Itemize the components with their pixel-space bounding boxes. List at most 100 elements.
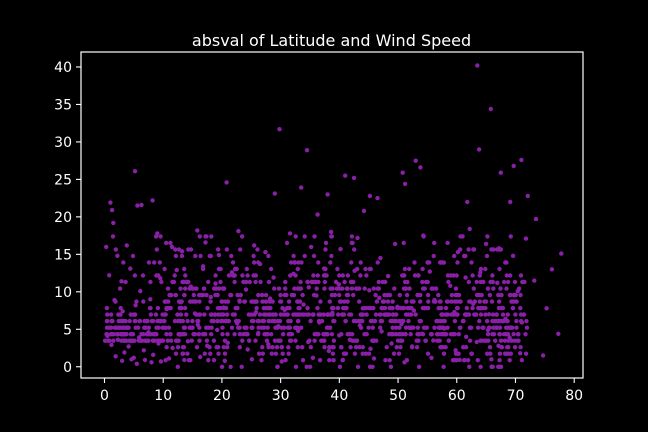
- data-point: [153, 312, 159, 317]
- data-point: [511, 163, 516, 169]
- data-point: [322, 286, 327, 291]
- data-point: [321, 312, 326, 317]
- data-point: [257, 312, 263, 317]
- data-point: [121, 318, 127, 324]
- data-point: [393, 318, 399, 324]
- data-point: [300, 345, 305, 350]
- data-point: [400, 170, 405, 175]
- data-point: [367, 364, 373, 369]
- data-point: [496, 318, 501, 324]
- data-point: [299, 325, 304, 330]
- data-point: [338, 246, 343, 252]
- data-point: [254, 305, 259, 311]
- data-point: [175, 312, 180, 317]
- data-point: [170, 345, 175, 351]
- data-point: [357, 345, 362, 350]
- data-point: [162, 266, 167, 272]
- data-point: [431, 338, 436, 343]
- data-point: [336, 312, 341, 317]
- data-point: [185, 339, 191, 344]
- data-point: [209, 325, 214, 330]
- data-point: [244, 279, 249, 285]
- data-point: [176, 332, 182, 337]
- data-point: [434, 286, 439, 291]
- data-point: [439, 332, 444, 337]
- data-point: [304, 364, 309, 369]
- data-point: [355, 235, 360, 241]
- data-point: [356, 318, 362, 324]
- data-point: [467, 364, 472, 369]
- data-point: [348, 345, 353, 350]
- data-point: [224, 312, 230, 317]
- data-point: [424, 325, 429, 330]
- data-point: [194, 312, 199, 317]
- data-point: [493, 338, 498, 343]
- data-point: [358, 273, 363, 278]
- data-point: [221, 312, 226, 317]
- data-point: [266, 253, 271, 259]
- data-point: [306, 285, 311, 290]
- data-point: [278, 312, 283, 317]
- data-point: [423, 305, 428, 311]
- data-point: [451, 273, 456, 278]
- data-point: [345, 332, 350, 337]
- data-point: [398, 345, 403, 350]
- data-point: [514, 325, 519, 330]
- data-point: [305, 279, 310, 285]
- data-point: [127, 318, 132, 324]
- data-point: [416, 273, 421, 278]
- data-point: [286, 345, 291, 350]
- data-point: [264, 305, 269, 311]
- data-point: [106, 338, 112, 343]
- data-point: [104, 244, 109, 250]
- data-point: [344, 305, 349, 311]
- data-point: [291, 292, 297, 298]
- data-point: [259, 292, 265, 298]
- data-point: [301, 302, 306, 307]
- data-point: [203, 240, 208, 245]
- data-point: [325, 312, 330, 317]
- data-point: [256, 351, 262, 356]
- data-point: [150, 198, 155, 203]
- data-point: [264, 338, 270, 343]
- data-point: [414, 345, 420, 350]
- data-point: [339, 332, 344, 337]
- data-point: [501, 279, 507, 285]
- data-point: [104, 325, 110, 330]
- data-point: [111, 220, 116, 226]
- data-point: [218, 266, 223, 272]
- data-point: [212, 312, 218, 317]
- data-point: [445, 240, 450, 246]
- data-point: [184, 312, 189, 317]
- data-point: [490, 273, 495, 278]
- data-point: [358, 260, 363, 265]
- data-point: [345, 273, 350, 278]
- data-point: [521, 312, 526, 317]
- data-point: [213, 281, 218, 286]
- data-point: [403, 286, 409, 291]
- data-point: [337, 364, 343, 369]
- data-point: [155, 305, 161, 311]
- data-point: [401, 318, 406, 324]
- data-point: [132, 318, 137, 324]
- data-point: [417, 318, 422, 324]
- data-point: [455, 299, 460, 304]
- data-point: [128, 332, 134, 337]
- data-point: [209, 234, 214, 239]
- data-point: [222, 351, 228, 356]
- data-point: [237, 325, 242, 330]
- data-point: [511, 332, 516, 337]
- data-point: [261, 312, 267, 317]
- data-point: [367, 193, 373, 199]
- data-point: [390, 299, 395, 304]
- data-point: [222, 338, 228, 343]
- x-tick-label: 50: [389, 388, 407, 404]
- data-point: [235, 305, 240, 311]
- data-point: [351, 318, 357, 324]
- y-tick-label: 5: [63, 322, 72, 338]
- data-point: [367, 288, 372, 293]
- data-point: [402, 266, 408, 272]
- data-point: [343, 318, 348, 324]
- data-point: [505, 345, 510, 350]
- data-point: [140, 338, 145, 343]
